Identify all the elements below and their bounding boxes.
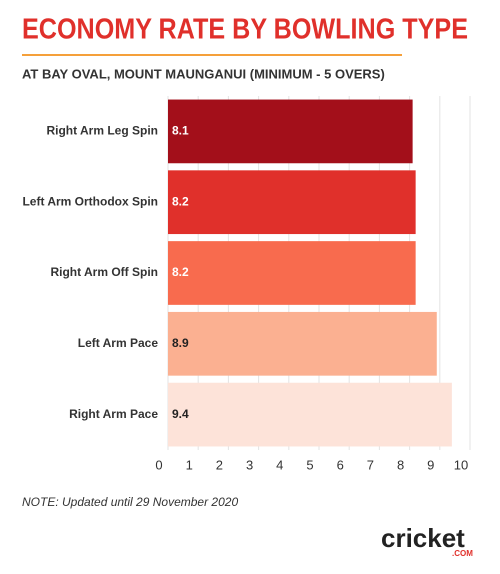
y-tick-label: Left Arm Pace <box>78 336 159 350</box>
bar <box>168 99 413 164</box>
bar <box>168 241 416 305</box>
bar <box>168 382 452 447</box>
x-tick-label: 8 <box>397 457 404 472</box>
y-tick-label: Right Arm Leg Spin <box>46 124 158 138</box>
y-tick-label: Left Arm Orthodox Spin <box>22 194 158 208</box>
value-label: 9.4 <box>172 407 189 421</box>
value-label: 8.9 <box>172 336 189 350</box>
x-tick-label: 0 <box>155 457 162 472</box>
chart-subtitle: AT BAY OVAL, MOUNT MAUNGANUI (MINIMUM - … <box>22 66 385 81</box>
logo-suffix: .COM <box>452 549 473 558</box>
value-label: 8.1 <box>172 124 189 138</box>
x-tick-label: 6 <box>337 457 344 472</box>
value-label: 8.2 <box>172 194 189 208</box>
x-tick-label: 2 <box>216 457 223 472</box>
x-tick-label: 7 <box>367 457 374 472</box>
x-tick-label: 10 <box>454 457 468 472</box>
chart-title: ECONOMY RATE BY BOWLING TYPE <box>22 14 468 46</box>
x-tick-label: 9 <box>427 457 434 472</box>
y-tick-label: Right Arm Off Spin <box>50 265 158 279</box>
y-tick-label: Right Arm Pace <box>69 407 158 421</box>
value-label: 8.2 <box>172 265 189 279</box>
x-tick-label: 1 <box>186 457 193 472</box>
bar <box>168 170 416 235</box>
x-tick-label: 5 <box>306 457 313 472</box>
bar <box>168 311 437 376</box>
x-tick-label: 4 <box>276 457 283 472</box>
logo: cricket <box>381 523 465 553</box>
note: NOTE: Updated until 29 November 2020 <box>22 495 238 509</box>
x-tick-label: 3 <box>246 457 253 472</box>
